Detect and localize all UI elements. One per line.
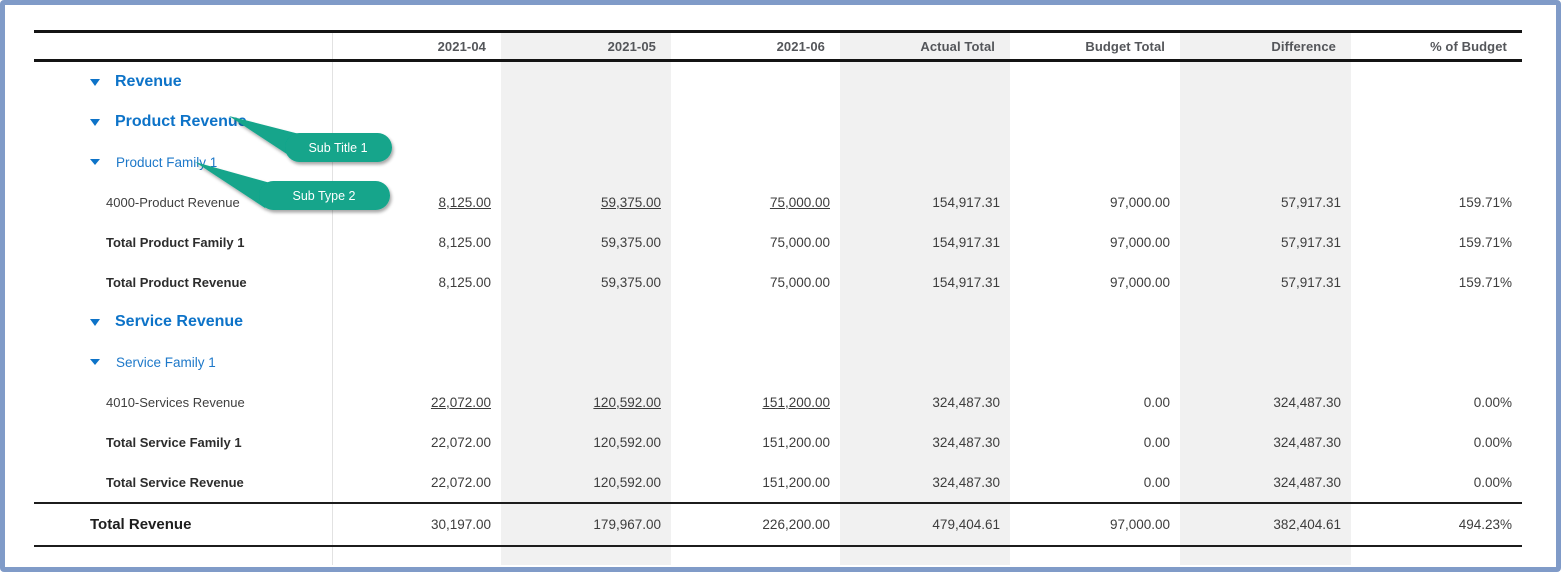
- amount-cell: 159.71%: [1458, 194, 1512, 210]
- amount-cell: 59,375.00: [600, 274, 661, 290]
- section-link-product-family-1[interactable]: Product Family 1: [116, 154, 218, 170]
- amount-drilldown-link[interactable]: 22,072.00: [430, 394, 491, 410]
- row-4010-services-revenue: 4010-Services Revenue 22,072.00 120,592.…: [34, 382, 1522, 422]
- amount-cell: 59,375.00: [600, 234, 661, 250]
- amount-drilldown-link[interactable]: 75,000.00: [769, 194, 830, 210]
- column-header-actual-total: Actual Total: [920, 38, 995, 54]
- section-link-product-revenue[interactable]: Product Revenue: [115, 113, 247, 130]
- total-label: Total Service Revenue: [106, 474, 244, 490]
- amount-cell: 382,404.61: [1273, 517, 1341, 532]
- collapse-triangle-icon[interactable]: [90, 359, 100, 365]
- amount-cell: 0.00: [1143, 474, 1170, 490]
- table-header-row: 2021-04 2021-05 2021-06 Actual Total Bud…: [34, 30, 1522, 62]
- row-total-product-family-1: Total Product Family 1 8,125.00 59,375.0…: [34, 222, 1522, 262]
- amount-cell: 97,000.00: [1109, 274, 1170, 290]
- amount-drilldown-link[interactable]: 120,592.00: [593, 394, 661, 410]
- account-label: 4000-Product Revenue: [106, 194, 240, 210]
- amount-cell: 179,967.00: [593, 517, 661, 532]
- column-shading-difference: [1180, 30, 1351, 565]
- amount-cell: 159.71%: [1458, 234, 1512, 250]
- total-label: Total Product Revenue: [106, 274, 247, 290]
- row-total-revenue: Total Revenue 30,197.00 179,967.00 226,2…: [34, 502, 1522, 547]
- column-shading-2021-05: [501, 30, 671, 565]
- column-header-budget-total: Budget Total: [1085, 38, 1165, 54]
- amount-cell: 120,592.00: [593, 434, 661, 450]
- row-product-revenue: Product Revenue: [34, 102, 1522, 142]
- row-service-family-1: Service Family 1: [34, 342, 1522, 382]
- column-header-difference: Difference: [1271, 38, 1336, 54]
- column-header-2021-05: 2021-05: [607, 38, 656, 54]
- section-link-revenue[interactable]: Revenue: [115, 73, 182, 90]
- amount-cell: 0.00%: [1473, 434, 1512, 450]
- amount-cell: 324,487.30: [1273, 474, 1341, 490]
- grand-total-label: Total Revenue: [90, 516, 192, 533]
- total-label: Total Service Family 1: [106, 434, 242, 450]
- amount-cell: 97,000.00: [1109, 194, 1170, 210]
- column-header-percent-of-budget: % of Budget: [1430, 38, 1507, 54]
- amount-cell: 154,917.31: [932, 194, 1000, 210]
- amount-cell: 0.00: [1143, 434, 1170, 450]
- column-header-2021-06: 2021-06: [776, 38, 825, 54]
- section-link-service-revenue[interactable]: Service Revenue: [115, 313, 244, 330]
- collapse-triangle-icon[interactable]: [90, 78, 100, 86]
- amount-cell: 120,592.00: [593, 474, 661, 490]
- table-body: Revenue Product Revenue Product Family 1…: [34, 62, 1522, 547]
- row-total-service-revenue: Total Service Revenue 22,072.00 120,592.…: [34, 462, 1522, 502]
- amount-cell: 22,072.00: [430, 434, 491, 450]
- label-column-separator: [332, 30, 333, 565]
- amount-cell: 75,000.00: [769, 274, 830, 290]
- amount-cell: 226,200.00: [762, 517, 830, 532]
- row-total-product-revenue: Total Product Revenue 8,125.00 59,375.00…: [34, 262, 1522, 302]
- row-total-service-family-1: Total Service Family 1 22,072.00 120,592…: [34, 422, 1522, 462]
- column-header-2021-04: 2021-04: [437, 38, 486, 54]
- row-4000-product-revenue: 4000-Product Revenue 8,125.00 59,375.00 …: [34, 182, 1522, 222]
- amount-cell: 151,200.00: [762, 474, 830, 490]
- amount-cell: 154,917.31: [932, 234, 1000, 250]
- amount-cell: 57,917.31: [1280, 194, 1341, 210]
- collapse-triangle-icon[interactable]: [90, 159, 100, 165]
- amount-cell: 0.00%: [1473, 474, 1512, 490]
- amount-cell: 154,917.31: [932, 274, 1000, 290]
- amount-cell: 57,917.31: [1280, 274, 1341, 290]
- amount-cell: 479,404.61: [932, 517, 1000, 532]
- amount-cell: 324,487.30: [932, 394, 1000, 410]
- collapse-triangle-icon[interactable]: [90, 118, 100, 126]
- amount-cell: 57,917.31: [1280, 234, 1341, 250]
- amount-drilldown-link[interactable]: 59,375.00: [600, 194, 661, 210]
- amount-cell: 30,197.00: [430, 517, 491, 532]
- collapse-triangle-icon[interactable]: [90, 318, 100, 326]
- amount-cell: 324,487.30: [932, 434, 1000, 450]
- amount-cell: 97,000.00: [1109, 517, 1170, 532]
- row-product-family-1: Product Family 1: [34, 142, 1522, 182]
- amount-cell: 8,125.00: [438, 234, 491, 250]
- amount-cell: 151,200.00: [762, 434, 830, 450]
- amount-cell: 8,125.00: [438, 274, 491, 290]
- amount-cell: 159.71%: [1458, 274, 1512, 290]
- total-label: Total Product Family 1: [106, 234, 245, 250]
- amount-cell: 324,487.30: [1273, 394, 1341, 410]
- section-link-service-family-1[interactable]: Service Family 1: [116, 354, 216, 370]
- amount-cell: 0.00: [1143, 394, 1170, 410]
- amount-drilldown-link[interactable]: 151,200.00: [762, 394, 830, 410]
- amount-cell: 22,072.00: [430, 474, 491, 490]
- amount-cell: 0.00%: [1473, 394, 1512, 410]
- column-shading-actual-total: [840, 30, 1010, 565]
- revenue-report-table: 2021-04 2021-05 2021-06 Actual Total Bud…: [34, 30, 1522, 565]
- amount-cell: 324,487.30: [1273, 434, 1341, 450]
- account-label: 4010-Services Revenue: [106, 394, 245, 410]
- amount-cell: 97,000.00: [1109, 234, 1170, 250]
- row-revenue: Revenue: [34, 62, 1522, 102]
- row-service-revenue: Service Revenue: [34, 302, 1522, 342]
- amount-cell: 75,000.00: [769, 234, 830, 250]
- amount-cell: 324,487.30: [932, 474, 1000, 490]
- amount-drilldown-link[interactable]: 8,125.00: [438, 194, 491, 210]
- amount-cell: 494.23%: [1458, 517, 1512, 532]
